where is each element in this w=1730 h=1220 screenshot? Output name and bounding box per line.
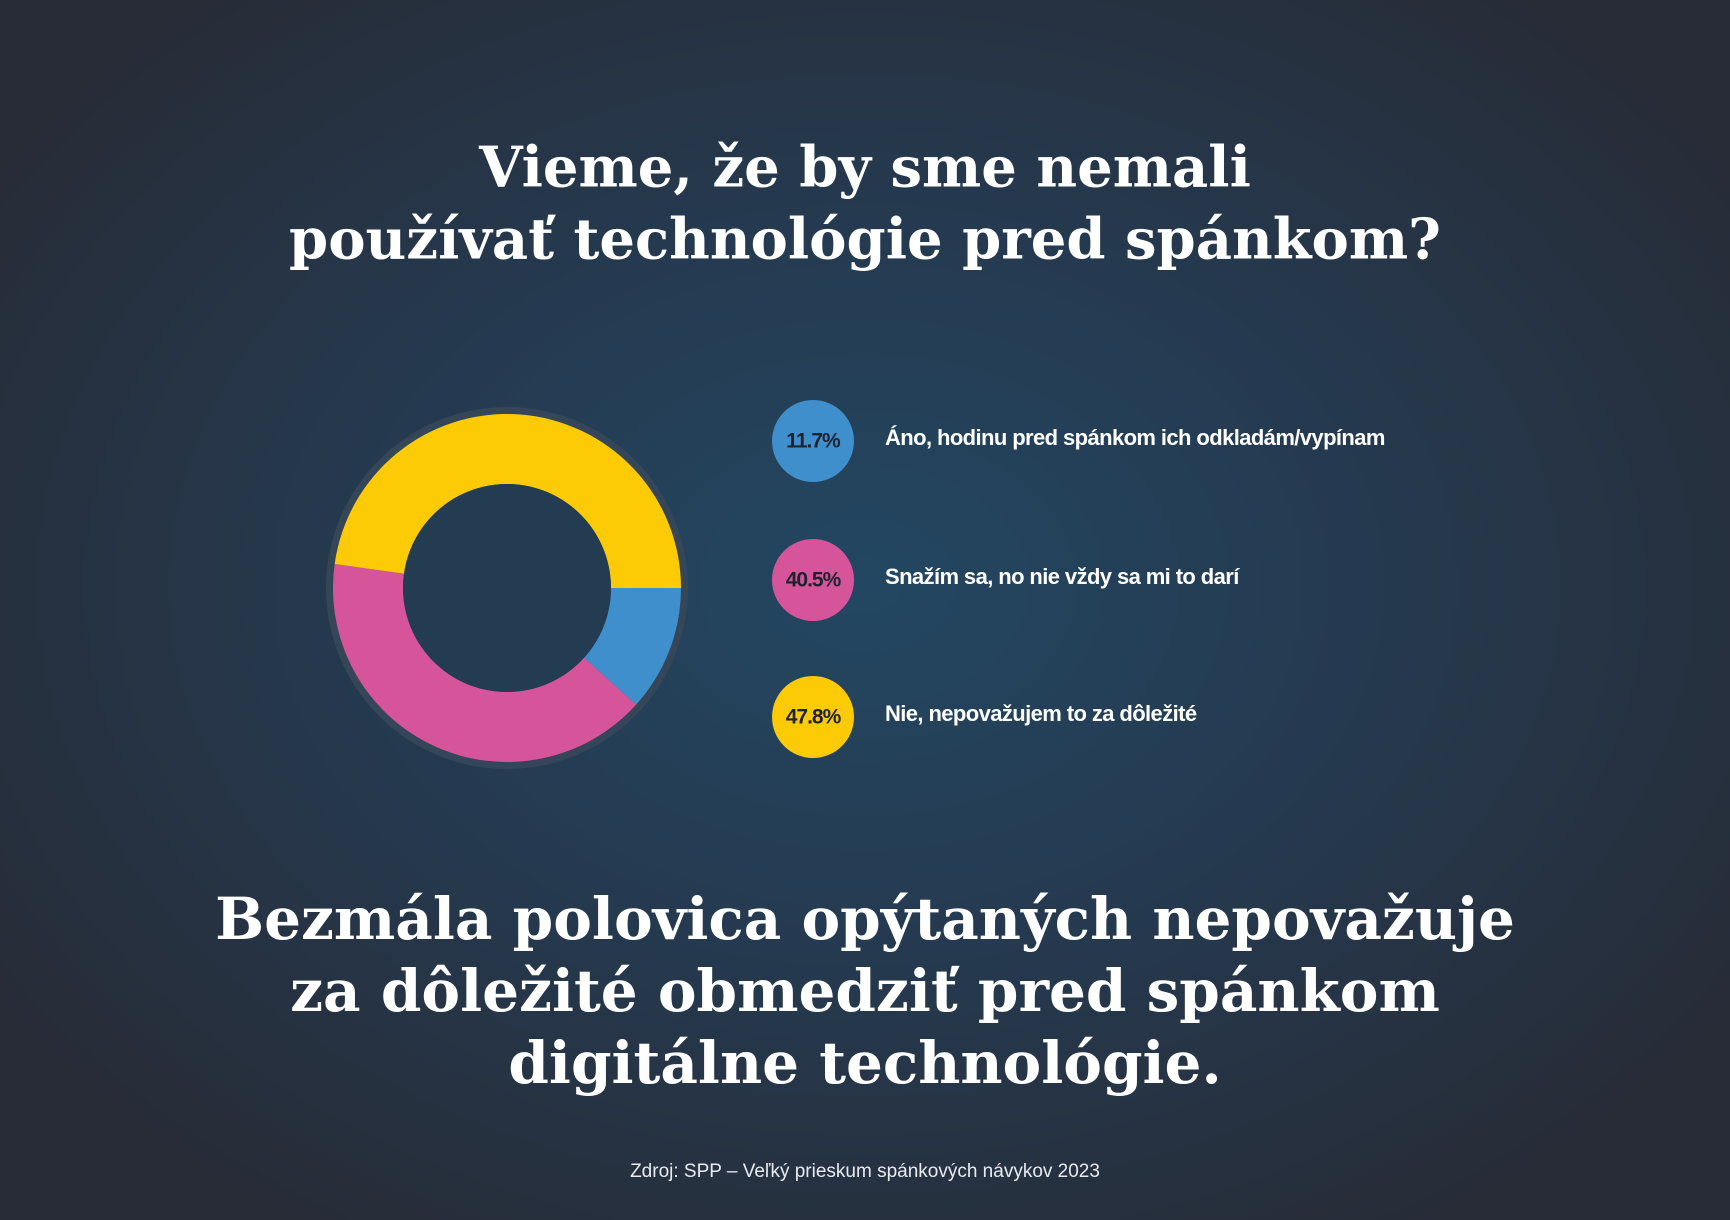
- chart-title: používať technológie pred spánkom?: [289, 207, 1441, 273]
- source: Zdroj: SPP – Veľký prieskum spánkových n…: [630, 1161, 1100, 1182]
- legend-label: Áno, hodinu pred spánkom ich odkladám/vy…: [885, 425, 1385, 450]
- annotation: digitálne technológie.: [508, 1029, 1221, 1097]
- annotation: Bezmála polovica opýtaných nepovažuje: [215, 885, 1515, 953]
- chart-title: Vieme, že by sme nemali: [478, 135, 1251, 201]
- legend-marker: [772, 539, 854, 621]
- annotation: za dôležité obmedziť pred spánkom: [290, 957, 1440, 1025]
- value-label: 40.5%: [786, 569, 842, 592]
- donut-segment: [584, 588, 681, 705]
- legend-label: Nie, nepovažujem to za dôležité: [885, 701, 1197, 726]
- donut-hole: [403, 484, 611, 692]
- donut-segment: [333, 564, 637, 762]
- legend-marker: [772, 400, 854, 482]
- legend-marker: [772, 676, 854, 758]
- value-label: 47.8%: [786, 706, 842, 729]
- value-label: 11.7%: [786, 430, 841, 453]
- donut-segment: [334, 413, 681, 588]
- legend-label: Snažím sa, no nie vždy sa mi to darí: [885, 564, 1240, 589]
